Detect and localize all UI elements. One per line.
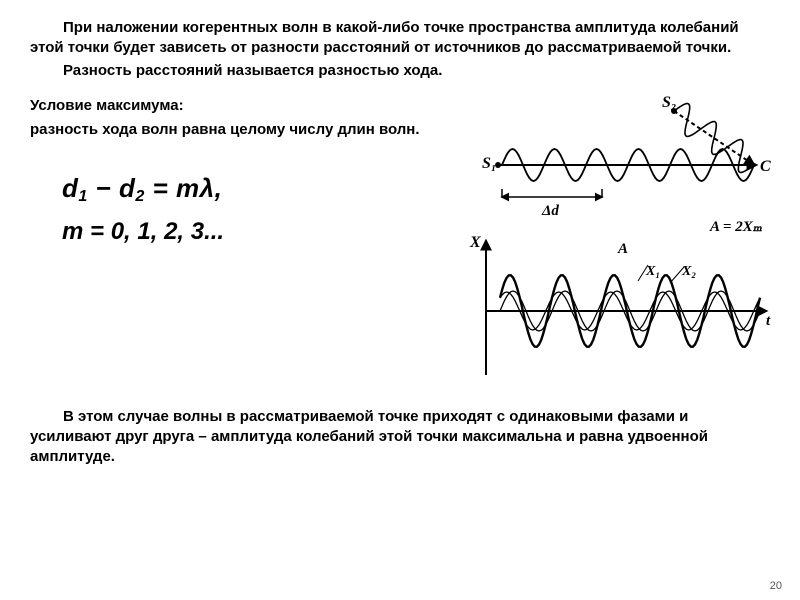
- svg-text:S₂: S₂: [662, 94, 676, 111]
- svg-text:A = 2Xₘ: A = 2Xₘ: [709, 219, 763, 233]
- svg-text:S₁: S₁: [482, 155, 496, 172]
- intro-paragraph-1: При наложении когерентных волн в какой-л…: [30, 18, 770, 59]
- svg-text:t: t: [766, 313, 771, 329]
- svg-text:C: C: [760, 158, 771, 175]
- figure-superposition-plot: XtAX₁X₂: [460, 233, 780, 383]
- equation-m-values: m = 0, 1, 2, 3...: [62, 218, 450, 246]
- figure-sources-diagram: S₁ S₂ C Δd A = 2Xₘ: [460, 93, 780, 233]
- svg-text:X: X: [469, 234, 481, 251]
- intro-paragraph-2: Разность расстояний называется разностью…: [30, 61, 770, 81]
- svg-text:A: A: [617, 241, 628, 257]
- condition-title: Условие максимума:: [30, 97, 450, 114]
- svg-text:Δd: Δd: [541, 203, 559, 219]
- outro-paragraph: В этом случае волны в рассматриваемой то…: [30, 407, 770, 468]
- svg-text:X₂: X₂: [681, 264, 696, 279]
- condition-body: разность хода волн равна целому числу дл…: [30, 120, 450, 140]
- equation-path-difference: d1 − d2 = mλ,: [62, 173, 450, 206]
- page-number: 20: [770, 580, 782, 592]
